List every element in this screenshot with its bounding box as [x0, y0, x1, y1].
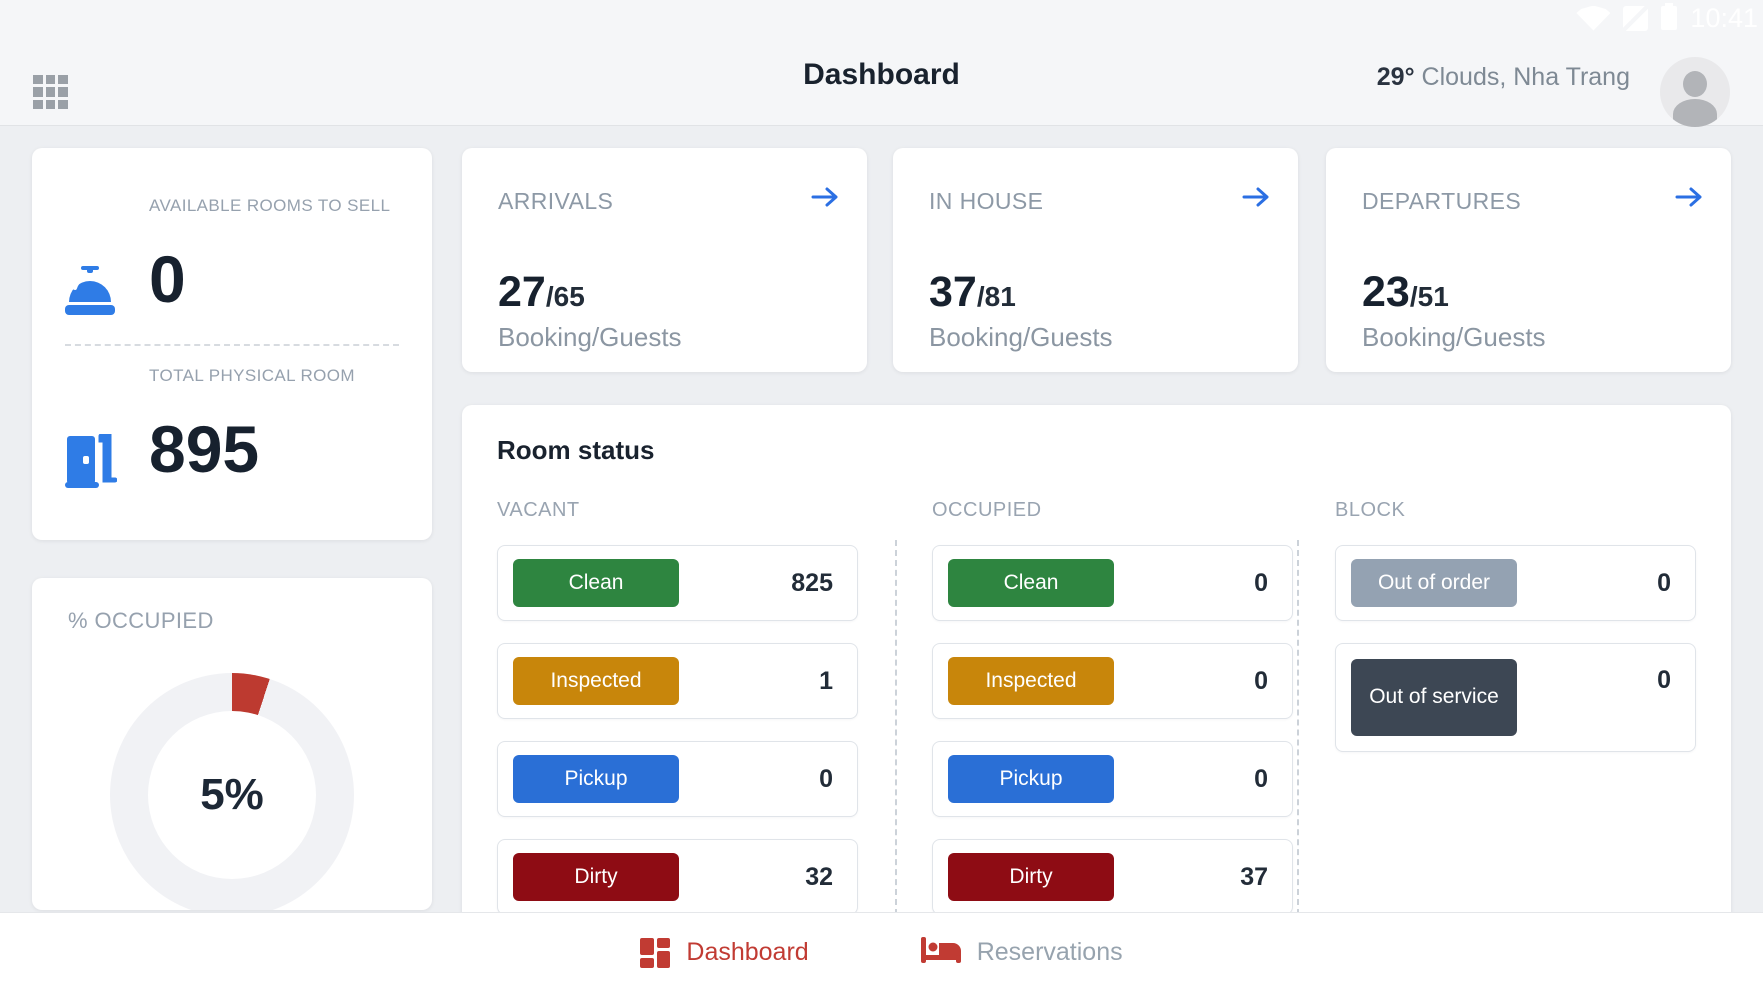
arrivals-total: /65: [545, 281, 585, 312]
status-badge: Pickup: [948, 755, 1114, 803]
room-status-column-occupied: OCCUPIED Clean 0 Inspected 0 Pickup 0 Di…: [932, 497, 1293, 915]
arrivals-subtitle: Booking/Guests: [498, 322, 682, 352]
total-rooms-section: TOTAL PHYSICAL ROOM 895: [32, 346, 432, 514]
dashed-divider: [65, 344, 399, 346]
weather-info: 29° Clouds, Nha Trang: [1377, 63, 1630, 92]
status-badge: Clean: [513, 559, 679, 607]
departures-total: /51: [1409, 281, 1449, 312]
weather-temp: 29°: [1376, 63, 1415, 91]
status-count: 0: [1254, 764, 1268, 793]
column-header-vacant: VACANT: [497, 499, 580, 521]
occupancy-card: % OCCUPIED 5%: [32, 578, 432, 910]
status-count: 1: [819, 666, 833, 695]
arrivals-count: 27: [498, 268, 546, 316]
status-count: 0: [1657, 568, 1671, 597]
status-count: 37: [1240, 862, 1268, 891]
total-rooms-value: 895: [149, 412, 260, 487]
bottom-navigation: Dashboard Reservations: [0, 912, 1763, 992]
room-status-card: Room status VACANT Clean 825 Inspected 1…: [462, 405, 1731, 985]
available-rooms-label: AVAILABLE ROOMS TO SELL: [149, 196, 391, 215]
wifi-icon: [1576, 5, 1611, 31]
room-status-row-vacant-inspected[interactable]: Inspected 1: [497, 643, 858, 719]
arrow-right-icon[interactable]: [811, 186, 839, 213]
status-badge: Inspected: [513, 657, 679, 705]
room-status-row-occupied-pickup[interactable]: Pickup 0: [932, 741, 1293, 817]
status-count: 0: [1254, 666, 1268, 695]
in-house-subtitle: Booking/Guests: [929, 322, 1113, 352]
rooms-summary-card: AVAILABLE ROOMS TO SELL 0 TOTAL PHYSICAL…: [32, 148, 432, 540]
status-badge: Out of service: [1351, 659, 1517, 736]
departures-subtitle: Booking/Guests: [1362, 322, 1546, 352]
page-title: Dashboard: [803, 58, 960, 91]
status-count: 0: [1657, 666, 1671, 694]
column-divider: [895, 540, 897, 915]
in-house-card[interactable]: IN HOUSE 37 /81 Booking/Guests: [893, 148, 1298, 372]
status-badge: Out of order: [1351, 559, 1517, 607]
room-status-row-vacant-pickup[interactable]: Pickup 0: [497, 741, 858, 817]
arrow-right-icon[interactable]: [1242, 186, 1270, 213]
arrivals-label: ARRIVALS: [498, 188, 614, 214]
arrow-right-icon[interactable]: [1675, 186, 1703, 213]
departures-card[interactable]: DEPARTURES 23 /51 Booking/Guests: [1326, 148, 1731, 372]
avatar[interactable]: [1660, 57, 1730, 127]
status-badge: Inspected: [948, 657, 1114, 705]
in-house-total: /81: [976, 281, 1016, 312]
room-status-row-vacant-dirty[interactable]: Dirty 32: [497, 839, 858, 915]
arrivals-card[interactable]: ARRIVALS 27 /65 Booking/Guests: [462, 148, 867, 372]
available-rooms-value: 0: [149, 242, 186, 317]
total-rooms-label: TOTAL PHYSICAL ROOM: [149, 366, 355, 385]
in-house-label: IN HOUSE: [929, 188, 1044, 214]
top-bar: 10:41 Dashboard 29° Clouds, Nha Trang: [0, 0, 1763, 127]
weather-description: Clouds, Nha Trang: [1414, 63, 1630, 91]
departures-label: DEPARTURES: [1362, 188, 1522, 214]
room-status-title: Room status: [497, 435, 655, 465]
status-count: 32: [805, 862, 833, 891]
column-header-occupied: OCCUPIED: [932, 499, 1042, 521]
departures-count: 23: [1362, 268, 1410, 316]
door-icon: [65, 433, 118, 495]
battery-icon: [1661, 3, 1678, 30]
status-bar: 10:41: [1576, 0, 1763, 36]
room-status-row-occupied-dirty[interactable]: Dirty 37: [932, 839, 1293, 915]
available-rooms-section: AVAILABLE ROOMS TO SELL 0: [32, 176, 432, 344]
nav-item-dashboard[interactable]: Dashboard: [640, 937, 809, 968]
status-count: 0: [1254, 568, 1268, 597]
room-status-row-vacant-clean[interactable]: Clean 825: [497, 545, 858, 621]
status-badge: Dirty: [948, 853, 1114, 901]
cellular-off-icon: [1623, 5, 1649, 31]
room-status-column-vacant: VACANT Clean 825 Inspected 1 Pickup 0 Di…: [497, 497, 858, 915]
occupancy-donut-chart: 5%: [110, 673, 354, 910]
bell-icon: [65, 266, 115, 323]
app-header: Dashboard 29° Clouds, Nha Trang: [0, 36, 1763, 127]
status-time: 10:41: [1690, 2, 1758, 33]
occupancy-percent: 5%: [148, 711, 316, 879]
status-count: 0: [819, 764, 833, 793]
status-badge: Clean: [948, 559, 1114, 607]
nav-item-reservations[interactable]: Reservations: [920, 935, 1123, 970]
nav-label: Reservations: [976, 938, 1123, 966]
status-badge: Pickup: [513, 755, 679, 803]
room-status-row-block-out-of-order[interactable]: Out of order 0: [1335, 545, 1696, 621]
room-status-row-occupied-inspected[interactable]: Inspected 0: [932, 643, 1293, 719]
avatar-person-icon: [1683, 71, 1707, 97]
in-house-count: 37: [929, 268, 977, 316]
bed-icon: [920, 935, 961, 970]
grid-menu-icon[interactable]: [33, 75, 68, 109]
occupancy-label: % OCCUPIED: [68, 608, 214, 633]
room-status-row-block-out-of-service[interactable]: Out of service 0: [1335, 643, 1696, 752]
dashboard-grid-icon: [640, 937, 671, 968]
column-header-block: BLOCK: [1335, 499, 1406, 521]
status-badge: Dirty: [513, 853, 679, 901]
room-status-column-block: BLOCK Out of order 0 Out of service 0: [1335, 497, 1696, 752]
column-divider: [1297, 540, 1299, 915]
room-status-row-occupied-clean[interactable]: Clean 0: [932, 545, 1293, 621]
nav-label: Dashboard: [686, 938, 809, 966]
status-count: 825: [791, 568, 833, 597]
